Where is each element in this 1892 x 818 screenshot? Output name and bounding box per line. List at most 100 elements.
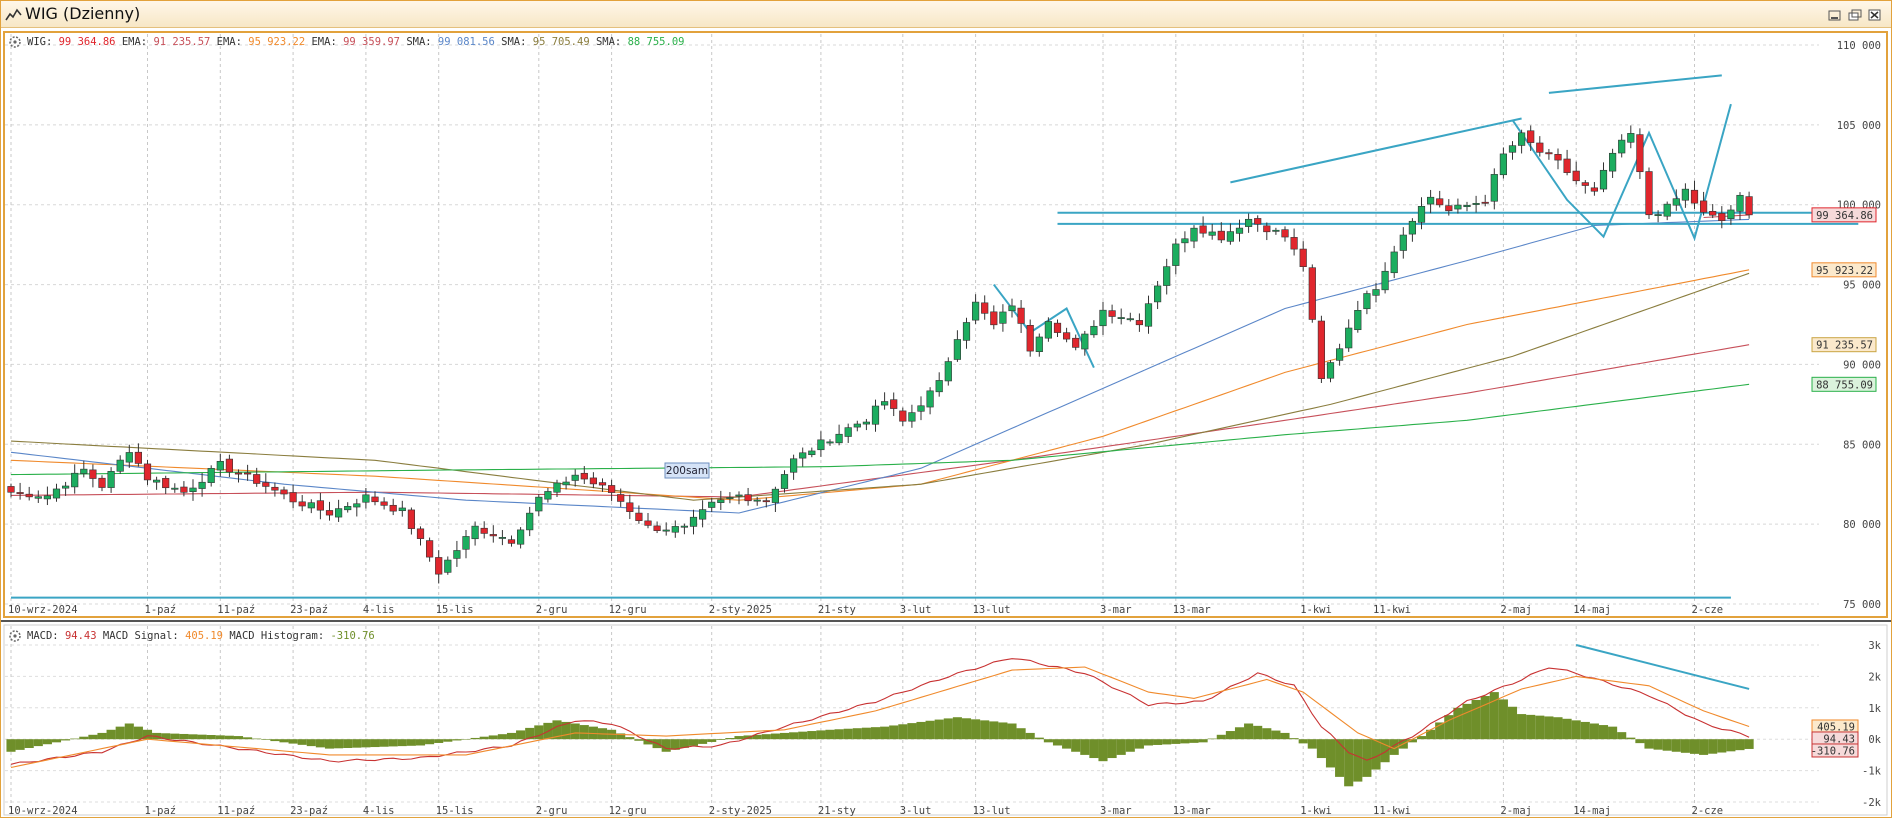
candle-body xyxy=(999,311,1007,324)
candle-body xyxy=(1099,309,1107,327)
time-tick-label: 11-kwi xyxy=(1373,604,1411,616)
histogram-bar xyxy=(707,739,717,742)
histogram-bar xyxy=(1216,734,1226,740)
candle-body xyxy=(480,527,488,534)
legend-label: WIG: xyxy=(27,36,59,48)
candle-body xyxy=(526,512,534,531)
candle-body xyxy=(1518,132,1526,146)
time-tick-label: 23-paź xyxy=(290,604,328,616)
histogram-bar xyxy=(1234,727,1245,740)
histogram-bar xyxy=(1362,739,1372,777)
histogram-bar xyxy=(1407,739,1417,743)
macd-settings-gear-icon[interactable] xyxy=(9,630,21,642)
histogram-bar xyxy=(1143,739,1154,746)
candle-body xyxy=(1172,243,1180,266)
histogram-bar xyxy=(1389,739,1399,755)
settings-gear-icon[interactable] xyxy=(9,36,21,48)
histogram-bar xyxy=(1689,739,1700,754)
macd-tag xyxy=(1811,743,1859,758)
histogram-bar xyxy=(434,739,444,743)
histogram-bar xyxy=(51,739,62,743)
price-tag xyxy=(1811,337,1877,353)
candle-body xyxy=(1636,134,1644,173)
histogram-bar xyxy=(179,733,189,740)
histogram-bar xyxy=(306,739,316,747)
histogram-bar xyxy=(279,739,289,743)
minimize-icon[interactable] xyxy=(1827,7,1843,21)
histogram-bar xyxy=(15,739,25,750)
histogram-bar xyxy=(24,739,34,748)
histogram-bar xyxy=(1080,739,1090,755)
histogram-bar xyxy=(1262,728,1272,740)
candle-body xyxy=(1126,318,1134,321)
histogram-bar xyxy=(1134,739,1144,749)
candle-body xyxy=(890,399,898,409)
histogram-bar xyxy=(479,736,489,740)
moving-average-line xyxy=(10,218,1750,514)
histogram-bar xyxy=(625,737,635,740)
histogram-bar xyxy=(816,730,826,740)
trendline xyxy=(1230,117,1522,184)
macd-tick-label: 0k xyxy=(1868,734,1881,746)
histogram-bar xyxy=(70,738,80,740)
histogram-bar xyxy=(925,720,935,740)
time-tick-label: 13-lut xyxy=(973,604,1011,616)
close-icon[interactable] xyxy=(1867,7,1883,21)
time-tick-label: 2-maj xyxy=(1500,604,1532,616)
legend-label: MACD: xyxy=(27,630,65,642)
histogram-bar xyxy=(688,739,699,746)
time-tick-label: 2-maj xyxy=(1500,805,1532,817)
histogram-bar xyxy=(1544,716,1554,740)
histogram-bar xyxy=(115,726,125,740)
candle-body xyxy=(981,302,989,314)
price-tick-label: 110 000 xyxy=(1837,40,1881,52)
histogram-bar xyxy=(97,732,107,740)
candle-body xyxy=(1017,307,1025,324)
candle-body xyxy=(25,493,33,498)
histogram-bar xyxy=(170,733,180,740)
candle-body xyxy=(1427,196,1435,205)
histogram-bar xyxy=(506,732,517,740)
histogram-bar xyxy=(1489,692,1499,740)
histogram-bar xyxy=(1016,728,1026,740)
annotation-200sam[interactable]: 200sam xyxy=(664,462,710,479)
price-tag-label: 91 235.57 xyxy=(1816,340,1873,352)
histogram-bar xyxy=(142,729,153,740)
histogram-bar xyxy=(1043,739,1053,743)
candle-body xyxy=(771,488,779,503)
candle-body xyxy=(107,471,115,488)
histogram-bar xyxy=(952,717,962,740)
moving-averages xyxy=(10,214,1750,514)
candle-body xyxy=(1290,237,1298,250)
time-tick-label: 13-mar xyxy=(1173,805,1211,817)
candle-body xyxy=(780,474,789,489)
histogram-bar xyxy=(1153,739,1163,745)
price-tag-label: 95 923.22 xyxy=(1816,265,1873,277)
candle-body xyxy=(935,380,943,393)
candle-body xyxy=(52,488,61,499)
candle-body xyxy=(1599,169,1608,190)
histogram-bar xyxy=(1571,720,1581,740)
histogram-bar xyxy=(998,722,1008,740)
candle-body xyxy=(1190,227,1198,242)
candle-body xyxy=(1181,238,1189,244)
histogram-bar xyxy=(370,739,380,748)
histogram-bar xyxy=(1498,699,1508,740)
histogram-bar xyxy=(570,723,580,740)
candle-body xyxy=(262,482,270,487)
histogram-bar xyxy=(1416,736,1427,740)
candle-body xyxy=(180,486,188,493)
histogram-bar xyxy=(752,734,762,740)
legend-value: 99 364.86 xyxy=(59,36,122,48)
price-tag-label: 88 755.09 xyxy=(1816,379,1873,391)
candle-body xyxy=(1035,336,1043,352)
histogram-bar xyxy=(1325,739,1336,768)
restore-icon[interactable] xyxy=(1847,7,1863,21)
trendline xyxy=(1548,74,1722,94)
candle-body xyxy=(1372,289,1380,296)
candle-body xyxy=(1663,203,1671,217)
candle-body xyxy=(34,496,42,499)
candlesticks xyxy=(7,125,1753,584)
candle-body xyxy=(1399,234,1407,251)
